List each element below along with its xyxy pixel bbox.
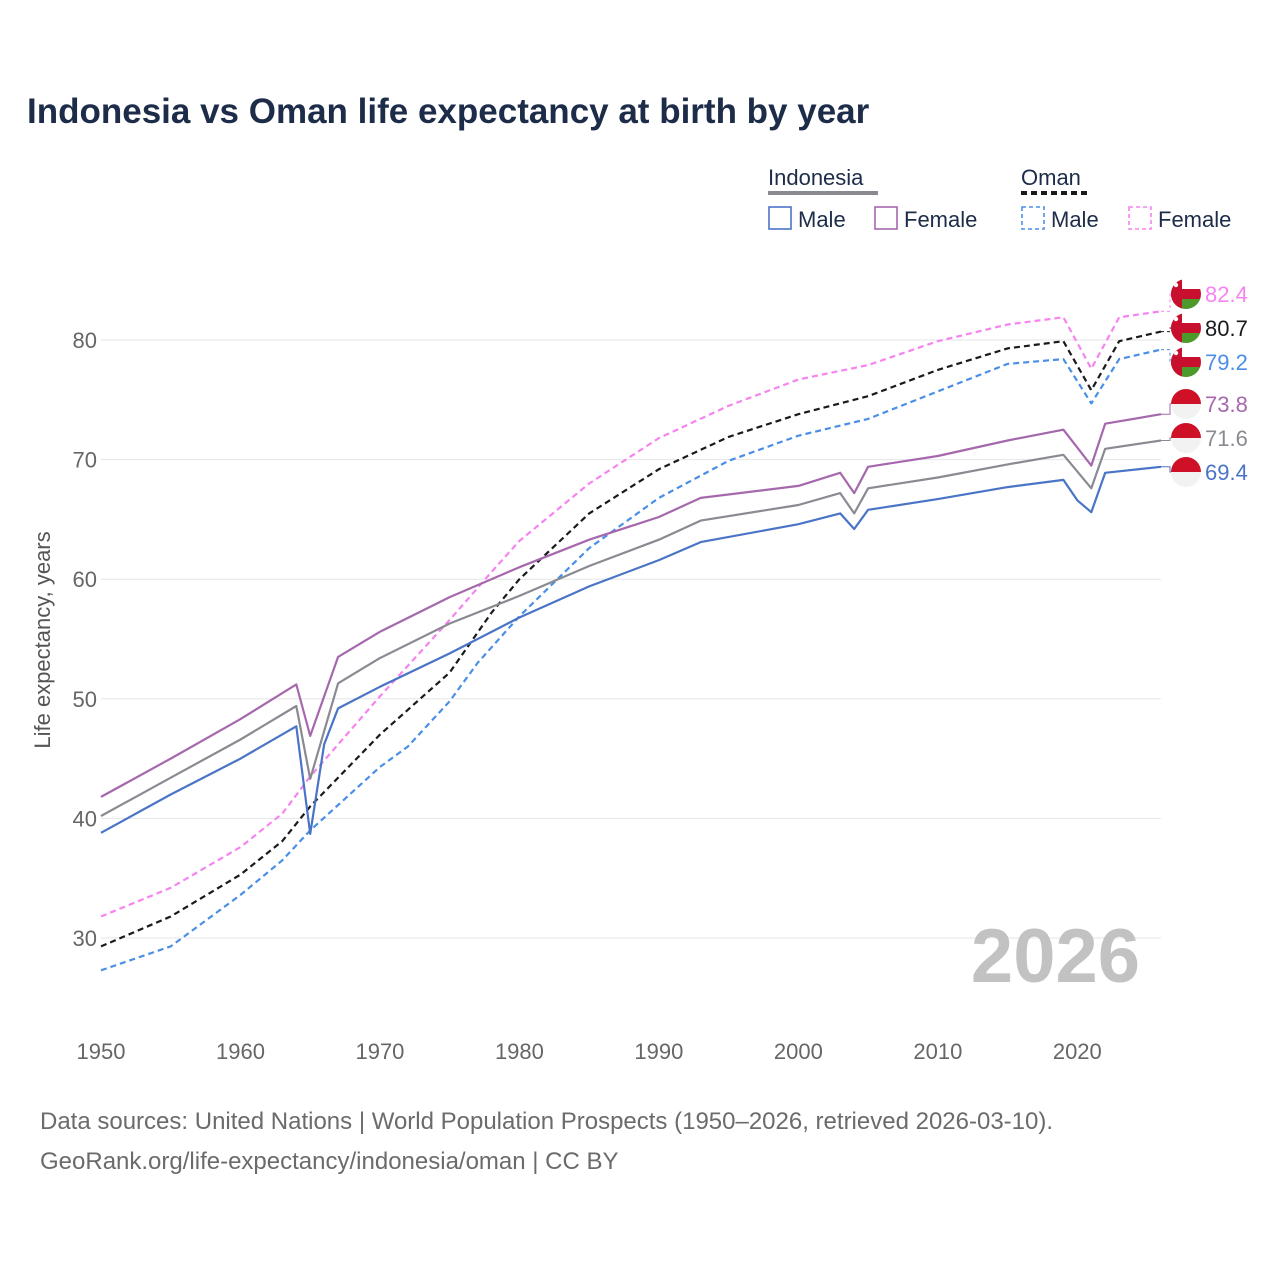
x-tick-label: 2000 [774, 1039, 823, 1064]
end-value-label: 71.6 [1205, 426, 1248, 451]
x-tick-label: 1950 [77, 1039, 126, 1064]
series-line-oman-female [100, 310, 1162, 918]
legend-swatch [874, 206, 898, 230]
flag-emblem [1173, 316, 1179, 322]
oman-flag-icon [1171, 347, 1201, 377]
y-tick-label: 30 [73, 926, 97, 951]
flag-white-band [1171, 347, 1201, 357]
y-tick-label: 70 [73, 448, 97, 473]
flag-white-band [1171, 472, 1201, 487]
legend-item-label: Male [798, 207, 846, 232]
legend-item-label: Male [1051, 207, 1099, 232]
legend-item-label: Female [904, 207, 977, 232]
y-axis-label: Life expectancy, years [30, 531, 55, 748]
legend-item-label: Female [1158, 207, 1231, 232]
x-tick-label: 1960 [216, 1039, 265, 1064]
series-line-indonesia-male [100, 465, 1162, 835]
flag-green-band [1171, 367, 1201, 377]
flag-hoist-band [1171, 279, 1182, 309]
series-line-oman-total [100, 330, 1162, 948]
flag-hoist-band [1171, 347, 1182, 377]
oman-flag-icon [1171, 313, 1201, 343]
flag-green-band [1171, 299, 1201, 309]
legend-swatch [1128, 206, 1152, 230]
y-tick-label: 80 [73, 328, 97, 353]
flag-red-band [1171, 423, 1201, 438]
flag-white-band [1171, 438, 1201, 453]
flag-red-band [1171, 457, 1201, 472]
flag-red-band [1171, 389, 1201, 404]
y-tick-label: 60 [73, 567, 97, 592]
x-tick-label: 2020 [1053, 1039, 1102, 1064]
flag-emblem [1173, 350, 1179, 356]
legend-group-title: Oman [1021, 165, 1081, 190]
series-line-indonesia-female [100, 413, 1162, 798]
flag-white-band [1171, 279, 1201, 289]
legend-group-title: Indonesia [768, 165, 864, 190]
x-tick-label: 2010 [913, 1039, 962, 1064]
indonesia-flag-icon [1171, 457, 1201, 487]
chart-title: Indonesia vs Oman life expectancy at bir… [27, 92, 870, 131]
flag-green-band [1171, 333, 1201, 343]
legend-item-indonesia-male[interactable]: Male [768, 206, 846, 232]
legend-group-oman[interactable]: Oman Male Female [1021, 165, 1231, 232]
legend: Indonesia Male Female Oman Male Female [768, 165, 1231, 232]
flag-emblem [1173, 282, 1179, 288]
end-value-label: 82.4 [1205, 282, 1248, 307]
flag-white-band [1171, 313, 1201, 323]
source-url-text[interactable]: GeoRank.org/life-expectancy/indonesia/om… [40, 1148, 619, 1175]
legend-swatch [768, 206, 792, 230]
flag-red-band [1171, 289, 1201, 299]
end-value-label: 80.7 [1205, 316, 1248, 341]
end-value-label: 69.4 [1205, 460, 1248, 485]
legend-item-indonesia-female[interactable]: Female [874, 206, 977, 232]
end-value-label: 73.8 [1205, 392, 1248, 417]
oman-flag-icon [1171, 279, 1201, 309]
flag-red-band [1171, 357, 1201, 367]
flag-white-band [1171, 404, 1201, 419]
y-tick-label: 50 [73, 687, 97, 712]
series-line-indonesia-total [100, 439, 1162, 817]
data-sources-text: Data sources: United Nations | World Pop… [40, 1108, 1054, 1135]
indonesia-flag-icon [1171, 423, 1201, 453]
legend-swatch [1021, 206, 1045, 230]
y-tick-label: 40 [73, 806, 97, 831]
legend-item-oman-female[interactable]: Female [1128, 206, 1231, 232]
legend-group-indonesia[interactable]: Indonesia Male Female [768, 165, 977, 232]
flag-hoist-band [1171, 313, 1182, 343]
x-tick-label: 1980 [495, 1039, 544, 1064]
series-line-oman-male [100, 348, 1162, 972]
year-watermark: 2026 [971, 914, 1140, 999]
end-value-label: 79.2 [1205, 350, 1248, 375]
indonesia-flag-icon [1171, 389, 1201, 419]
legend-item-oman-male[interactable]: Male [1021, 206, 1099, 232]
x-tick-label: 1990 [634, 1039, 683, 1064]
flag-red-band [1171, 323, 1201, 333]
x-tick-label: 1970 [355, 1039, 404, 1064]
